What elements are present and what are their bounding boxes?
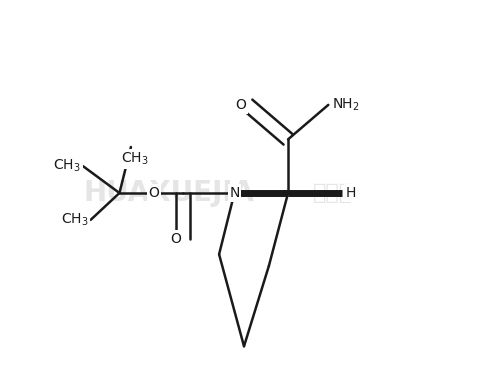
Text: CH$_3$: CH$_3$ [61, 212, 89, 228]
Text: O: O [148, 186, 160, 200]
Text: HUAXUEJIA: HUAXUEJIA [83, 179, 254, 207]
Text: CH$_3$: CH$_3$ [54, 158, 81, 174]
Text: NH$_2$: NH$_2$ [332, 96, 360, 113]
Text: O: O [235, 98, 246, 112]
Text: N: N [229, 186, 240, 200]
Text: CH$_3$: CH$_3$ [121, 151, 149, 167]
Text: O: O [170, 232, 181, 246]
Text: H: H [346, 186, 356, 200]
Text: 化学加: 化学加 [313, 183, 353, 203]
